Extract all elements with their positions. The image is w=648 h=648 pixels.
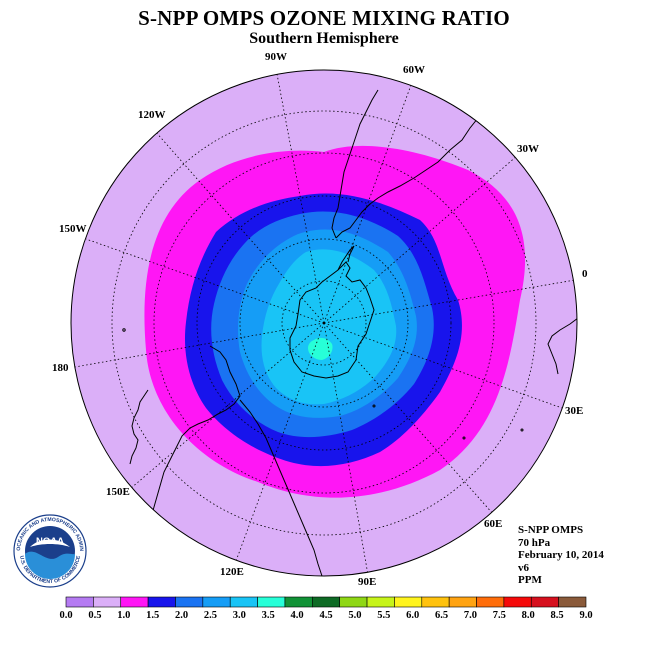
lon-label-180: 180 xyxy=(52,362,69,374)
map-disc-border xyxy=(70,69,578,577)
colorbar-tick-label: 8.5 xyxy=(551,610,564,621)
colorbar-tick-label: 3.5 xyxy=(262,610,275,621)
colorbar-tick-label: 0.5 xyxy=(88,610,101,621)
info-version: v6 xyxy=(518,561,529,574)
colorbar-segment xyxy=(503,596,532,608)
page-subtitle: Southern Hemisphere xyxy=(249,30,399,47)
colorbar-segment xyxy=(476,596,505,608)
colorbar-tick-label: 4.5 xyxy=(319,610,332,621)
info-block: S-NPP OMPS 70 hPa February 10, 2014 v6 P… xyxy=(518,524,604,587)
lon-label-30e: 30E xyxy=(565,405,583,417)
colorbar-segment xyxy=(530,596,559,608)
colorbar-segment xyxy=(229,596,258,608)
noaa-wave-icon xyxy=(25,551,75,579)
lon-label-150w: 150W xyxy=(59,223,87,235)
colorbar-segment xyxy=(339,596,368,608)
noaa-bird-icon xyxy=(30,539,70,547)
colorbar-segment xyxy=(175,596,204,608)
noaa-logo: NOAA NATIONAL OCEANIC AND ATMOSPHERIC AD… xyxy=(13,514,87,588)
colorbar-segment xyxy=(147,596,176,608)
map-disc xyxy=(71,70,577,576)
noaa-logo-text: NOAA xyxy=(36,536,64,547)
info-level: 70 hPa xyxy=(518,536,551,549)
colorbar-segment xyxy=(284,596,313,608)
graticule xyxy=(74,73,576,576)
colorbar-tick-label: 1.0 xyxy=(117,610,130,621)
lon-label-0: 0 xyxy=(582,268,588,280)
colorbar-tick-label: 5.0 xyxy=(348,610,361,621)
page-title: S-NPP OMPS OZONE MIXING RATIO xyxy=(138,6,510,30)
longitude-labels: 90W 60W 30W 0 30E 60E 90E 120E 150E 180 … xyxy=(52,51,588,588)
colorbar-segment xyxy=(312,596,340,608)
info-date: February 10, 2014 xyxy=(518,549,604,561)
colorbar-tick-label: 2.5 xyxy=(204,610,217,621)
colorbar-tick-label: 5.5 xyxy=(377,610,390,621)
colorbar-tick-label: 8.0 xyxy=(522,610,535,621)
continent-outlines xyxy=(122,89,577,576)
colorbar-tick-label: 6.0 xyxy=(406,610,419,621)
colorbar-segment xyxy=(202,596,231,608)
info-units: PPM xyxy=(518,574,542,586)
colorbar-tick-label: 9.0 xyxy=(579,610,592,621)
colorbar-segment xyxy=(93,596,122,608)
colorbar-tick-label: 4.0 xyxy=(291,610,304,621)
lon-label-60e: 60E xyxy=(484,518,502,530)
colorbar-tick-label: 6.5 xyxy=(435,610,448,621)
colorbar-segment xyxy=(558,596,587,608)
colorbar-segment xyxy=(65,596,94,608)
lon-label-60w: 60W xyxy=(403,64,425,76)
colorbar-tick-label: 1.5 xyxy=(146,610,159,621)
lon-label-30w: 30W xyxy=(517,143,539,155)
lon-label-120w: 120W xyxy=(138,109,166,121)
band-3.5-4.0 xyxy=(308,337,333,360)
lon-label-90w: 90W xyxy=(265,51,287,63)
colorbar-segment xyxy=(394,596,423,608)
colorbar-tick-label: 2.0 xyxy=(175,610,188,621)
lon-label-120e: 120E xyxy=(220,566,244,578)
colorbar-segment xyxy=(448,596,477,608)
colorbar-segment xyxy=(120,596,149,608)
colorbar-segment xyxy=(257,596,286,608)
colorbar-tick-label: 0.0 xyxy=(59,610,72,621)
colorbar: 0.0 0.5 1.0 1.5 2.0 2.5 3.0 3.5 4.0 4.5 5.0 5.5 6.0 6… xyxy=(59,596,593,621)
colorbar-tick-label: 7.5 xyxy=(493,610,506,621)
colorbar-segment xyxy=(366,596,395,608)
colorbar-tick-label: 7.0 xyxy=(464,610,477,621)
lon-label-90e: 90E xyxy=(358,576,376,588)
colorbar-segment xyxy=(421,596,450,608)
lon-label-150e: 150E xyxy=(106,486,130,498)
colorbar-tick-label: 3.0 xyxy=(233,610,246,621)
info-instrument: S-NPP OMPS xyxy=(518,524,584,536)
